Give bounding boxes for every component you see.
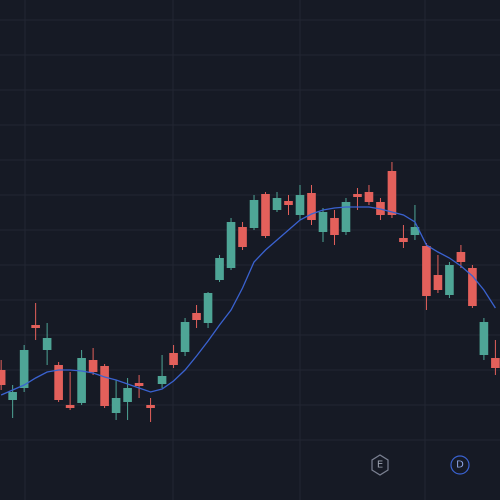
candle-body <box>111 398 121 413</box>
event-label[interactable]: D <box>456 460 464 471</box>
event-dividend[interactable]: D <box>450 455 470 475</box>
candle-body <box>180 322 190 352</box>
event-label[interactable]: E <box>377 460 383 471</box>
candle-body <box>456 252 466 262</box>
candle-body <box>445 265 454 295</box>
candle-body <box>238 227 247 247</box>
candle-body <box>146 405 155 408</box>
candle-body <box>295 195 305 215</box>
candle-body <box>284 201 293 205</box>
event-badge[interactable] <box>450 455 470 475</box>
candle-body <box>65 405 75 408</box>
candle-body <box>422 246 431 296</box>
candle-body <box>157 376 167 384</box>
candle-body <box>19 350 29 388</box>
plot <box>0 162 500 422</box>
candle-body <box>8 392 17 400</box>
candle-body <box>42 338 52 350</box>
candle-body <box>410 227 420 235</box>
moving-average-line <box>0 206 496 396</box>
candle-body <box>387 171 397 215</box>
candle-body <box>203 293 213 323</box>
candle-body <box>123 388 132 402</box>
candle-body <box>77 358 86 403</box>
candle-body <box>399 238 408 242</box>
candle-body <box>100 366 109 406</box>
candle-body <box>307 193 316 220</box>
candle-body <box>226 222 236 268</box>
candle-body <box>272 198 282 210</box>
candle-body <box>364 192 374 202</box>
event-earnings[interactable]: E <box>371 454 389 476</box>
candle-body <box>353 194 362 197</box>
candle-body <box>479 322 489 355</box>
candle-body <box>491 358 500 368</box>
event-badge[interactable] <box>371 454 389 476</box>
candle-body <box>433 275 443 290</box>
candle-body <box>0 370 6 385</box>
candle-body <box>318 212 328 232</box>
candle-body <box>468 268 477 306</box>
candle-body <box>192 313 201 320</box>
candle-body <box>249 200 259 228</box>
candle-body <box>88 360 98 372</box>
candle-body <box>54 365 63 400</box>
candle-body <box>215 258 224 280</box>
candle-body <box>330 218 339 235</box>
candle-body <box>169 353 178 365</box>
candle-body <box>261 194 270 236</box>
candle-body <box>341 202 351 232</box>
candle-body <box>134 383 144 386</box>
candle-body <box>31 325 40 328</box>
